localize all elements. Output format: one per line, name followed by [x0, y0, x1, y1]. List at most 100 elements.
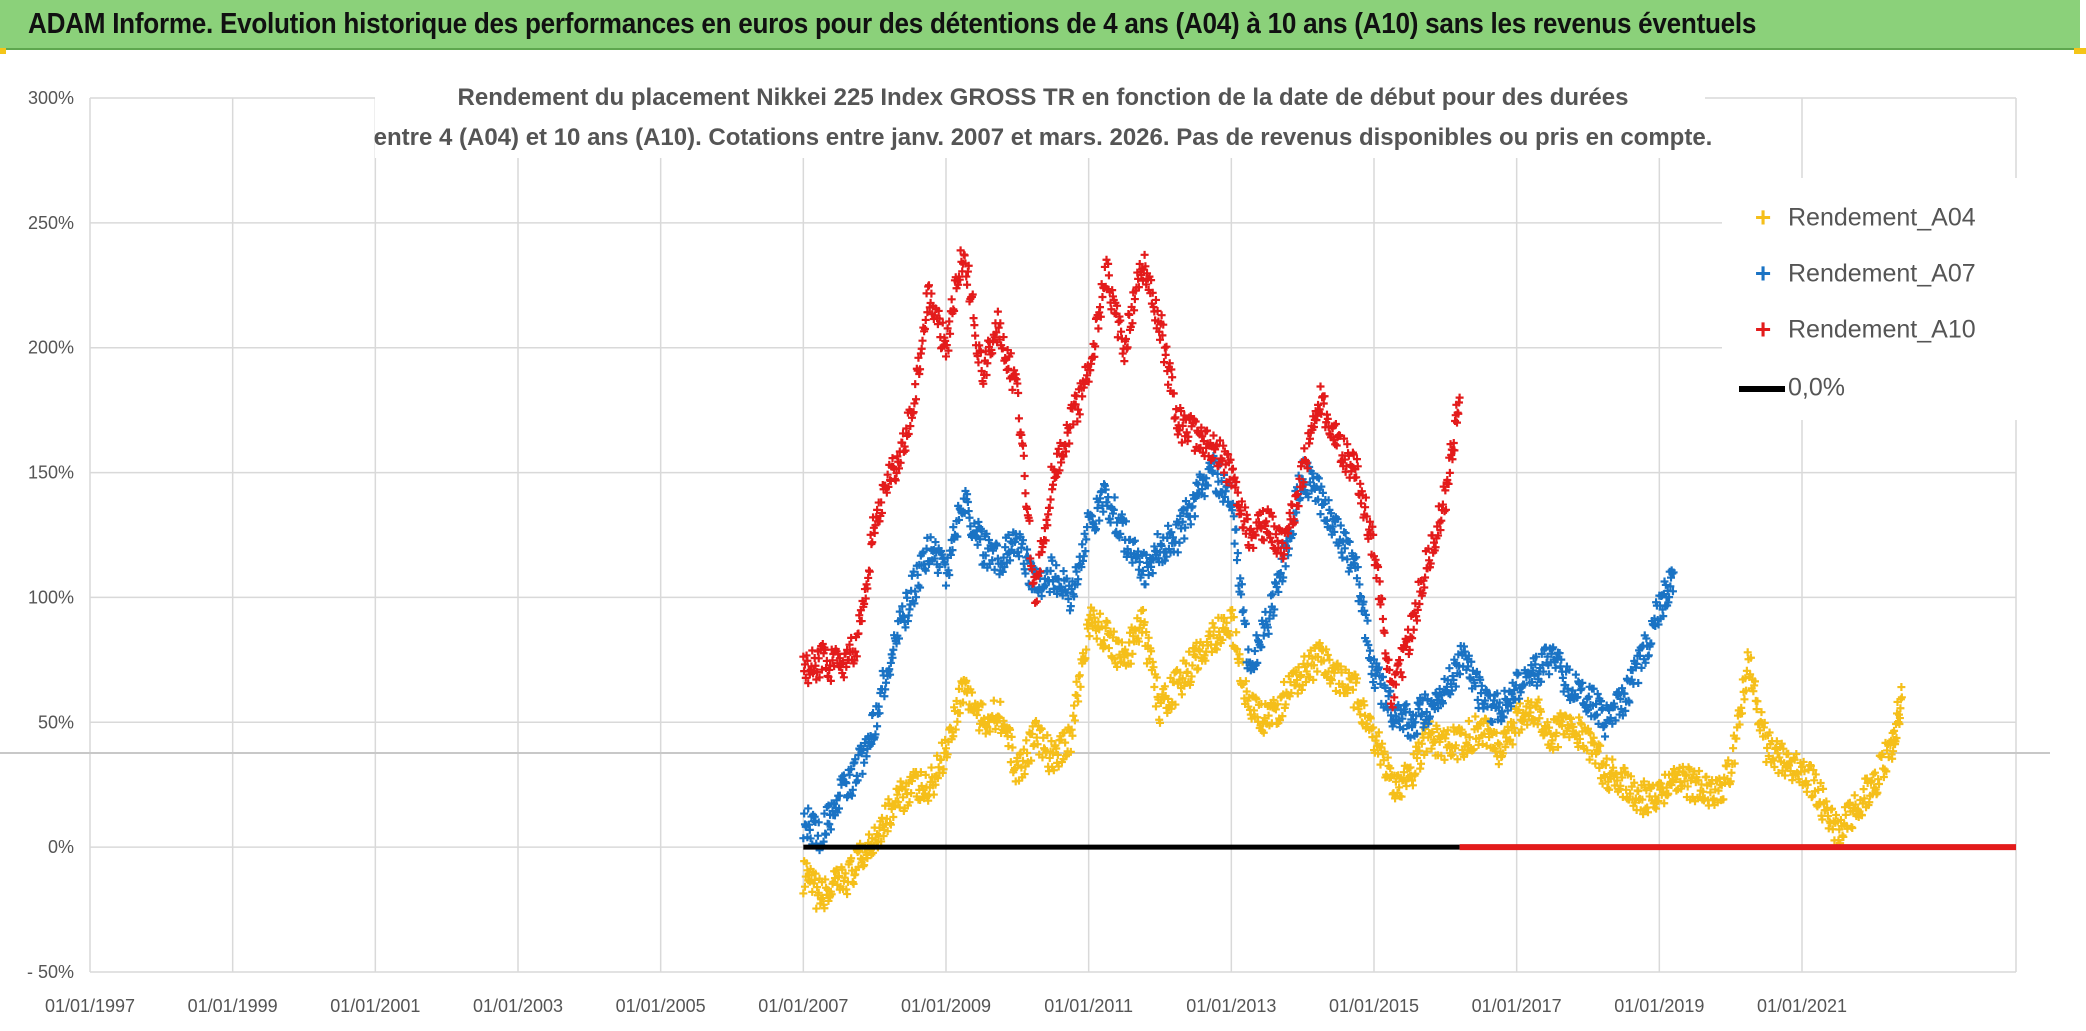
data-point [1047, 737, 1056, 746]
data-point [883, 827, 892, 836]
data-point [946, 550, 955, 559]
data-point [1310, 661, 1319, 670]
data-point [1324, 667, 1333, 676]
data-point [1409, 625, 1418, 634]
data-point [1203, 481, 1212, 490]
data-point [965, 513, 974, 522]
data-point [1164, 694, 1173, 703]
data-point [1082, 645, 1091, 654]
data-point [1699, 787, 1708, 796]
y-tick-label: 100% [28, 587, 74, 607]
data-point [1006, 556, 1015, 565]
data-point [1212, 645, 1221, 654]
data-point [1303, 659, 1312, 668]
data-point [1117, 510, 1126, 519]
data-point [1052, 561, 1061, 570]
data-point [959, 698, 968, 707]
data-point [1798, 762, 1806, 771]
data-point [976, 535, 985, 544]
data-point [1878, 750, 1887, 759]
data-point [1643, 808, 1652, 817]
data-point [1233, 549, 1242, 558]
data-point [835, 804, 843, 813]
y-tick-label: 150% [28, 463, 74, 483]
data-point [849, 879, 858, 888]
x-tick-label: 01/01/2019 [1614, 996, 1704, 1016]
data-point [1038, 753, 1047, 762]
data-point [1097, 487, 1106, 496]
data-point [1142, 550, 1151, 559]
data-point [1352, 674, 1361, 683]
data-point [860, 758, 869, 767]
data-point [886, 670, 895, 679]
data-point [1398, 673, 1407, 682]
data-point [1181, 523, 1190, 532]
legend-label-a10: Rendement_A10 [1788, 316, 1976, 344]
x-tick-label: 01/01/2017 [1472, 996, 1562, 1016]
data-point [1264, 629, 1273, 638]
data-point [1100, 642, 1109, 651]
data-point [1279, 573, 1288, 582]
data-point [1562, 712, 1571, 721]
data-point [1897, 693, 1906, 702]
data-point [1116, 529, 1125, 538]
data-point [1021, 489, 1030, 498]
data-point [1391, 794, 1400, 803]
data-point [939, 765, 948, 774]
data-point [1634, 787, 1643, 796]
data-point [1228, 464, 1237, 473]
data-point [1622, 785, 1631, 794]
data-point [993, 541, 1002, 550]
data-point [1471, 712, 1480, 721]
data-point [1433, 724, 1442, 733]
data-point [799, 889, 808, 898]
data-point [858, 769, 867, 778]
x-tick-label: 01/01/2013 [1186, 996, 1276, 1016]
data-point [1113, 662, 1122, 671]
data-point [1103, 501, 1112, 510]
y-tick-label: 250% [28, 213, 74, 233]
data-point [999, 553, 1008, 562]
data-point [924, 281, 933, 290]
data-point [1630, 778, 1639, 787]
data-point [875, 709, 884, 718]
data-point [962, 676, 971, 685]
data-point [901, 446, 910, 455]
y-tick-label: 300% [28, 88, 74, 108]
data-point [1135, 558, 1144, 567]
data-point [867, 739, 876, 748]
data-point [942, 581, 950, 590]
data-point [973, 540, 982, 549]
data-point [1232, 628, 1241, 637]
y-tick-label: 0% [48, 837, 74, 857]
data-point [1066, 747, 1075, 756]
data-point [1742, 686, 1751, 695]
data-point [1244, 645, 1253, 654]
data-point [892, 639, 901, 648]
data-point [1376, 679, 1385, 688]
data-point [1066, 602, 1075, 611]
data-point [1500, 727, 1509, 736]
data-point [1237, 580, 1246, 589]
data-point [1437, 751, 1446, 760]
data-point [1453, 755, 1462, 764]
data-point [1069, 711, 1078, 720]
data-point [1848, 824, 1857, 833]
data-point [1209, 631, 1218, 640]
data-point [1163, 367, 1172, 376]
x-tick-label: 01/01/1999 [188, 996, 278, 1016]
data-point [1140, 618, 1149, 627]
data-point [1053, 589, 1062, 598]
data-point [1548, 736, 1557, 745]
data-point [1177, 690, 1186, 699]
data-point [1702, 772, 1711, 781]
data-point [1242, 687, 1251, 696]
data-point [905, 798, 914, 807]
x-tick-label: 01/01/2021 [1757, 996, 1847, 1016]
data-point [1130, 295, 1139, 304]
data-point [963, 497, 972, 506]
data-point [1494, 760, 1503, 769]
data-point [1200, 492, 1209, 501]
data-point [1517, 725, 1526, 734]
data-point [1086, 610, 1095, 619]
